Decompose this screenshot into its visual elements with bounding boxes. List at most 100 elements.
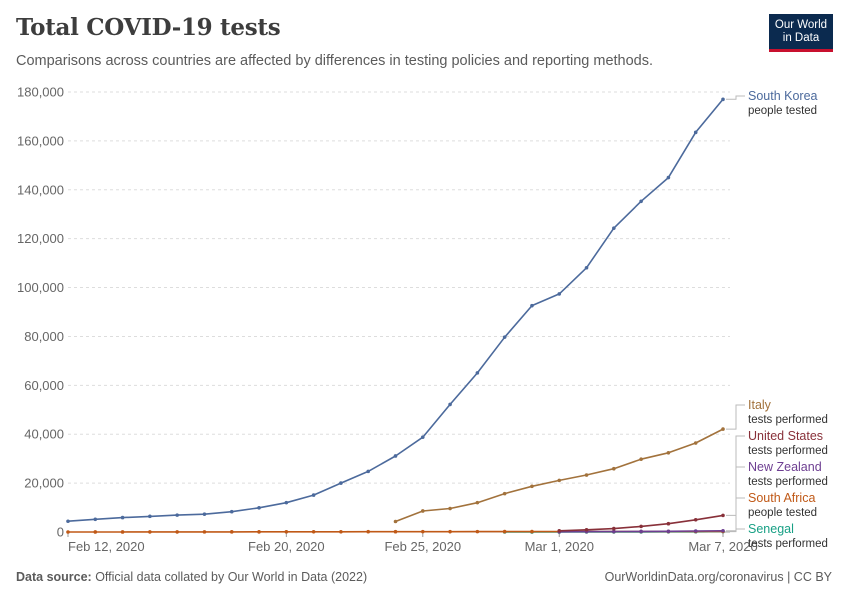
data-point-new-zealand <box>693 529 698 533</box>
series-label-metric: people tested <box>748 105 817 117</box>
data-point-south-africa <box>475 529 480 534</box>
data-point-united-states <box>584 528 589 532</box>
data-point-south-korea <box>229 509 234 514</box>
y-tick-label: 40,000 <box>24 427 64 442</box>
y-tick-label: 140,000 <box>17 182 64 197</box>
data-point-united-states <box>639 524 643 529</box>
data-point-south-korea <box>66 519 70 524</box>
data-point-south-korea <box>339 481 343 485</box>
data-point-south-africa <box>420 529 425 534</box>
series-label-metric: tests performed <box>748 414 828 426</box>
data-point-italy <box>502 491 507 496</box>
y-tick-label: 80,000 <box>24 329 64 344</box>
y-tick-label: 20,000 <box>24 476 64 491</box>
series-label-metric: tests performed <box>748 538 828 550</box>
data-point-italy <box>448 506 452 511</box>
y-tick-label: 160,000 <box>17 133 64 148</box>
y-tick-label: 180,000 <box>17 85 64 100</box>
series-label-name: New Zealand <box>748 460 822 474</box>
data-point-south-africa <box>257 530 261 534</box>
data-point-new-zealand <box>612 529 616 534</box>
data-point-south-korea <box>202 512 207 516</box>
series-line-united-states <box>559 514 724 532</box>
label-connector <box>726 95 745 100</box>
data-point-south-africa <box>202 530 207 534</box>
data-point-united-states <box>721 513 725 518</box>
data-point-south-korea <box>284 500 289 505</box>
data-point-italy <box>612 466 616 471</box>
series-label-name: Italy <box>748 398 772 412</box>
y-tick-label: 0 <box>57 525 64 540</box>
data-point-south-korea <box>393 454 398 458</box>
series-label-metric: tests performed <box>748 445 828 457</box>
x-tick-label: Feb 20, 2020 <box>248 539 325 554</box>
data-point-south-korea <box>311 493 316 497</box>
data-point-south-korea <box>420 435 425 439</box>
data-point-south-africa <box>311 529 316 534</box>
data-point-italy <box>420 509 425 513</box>
data-point-united-states <box>612 526 616 531</box>
data-point-south-korea <box>93 517 98 522</box>
data-point-new-zealand <box>666 529 671 534</box>
data-point-south-korea <box>530 303 534 308</box>
x-tick-label: Mar 7, 2020 <box>688 539 757 554</box>
data-point-south-africa <box>66 530 70 534</box>
data-point-italy <box>557 478 562 483</box>
data-point-south-africa <box>93 530 98 534</box>
chart-title: Total COVID-19 tests <box>16 14 281 41</box>
data-source: Data source: Official data collated by O… <box>16 570 367 584</box>
x-tick-label: Feb 12, 2020 <box>68 539 145 554</box>
y-tick-label: 100,000 <box>17 280 64 295</box>
logo-line-1: Our World <box>774 19 828 31</box>
series-label-metric: people tested <box>748 507 817 519</box>
data-point-south-korea <box>639 199 643 204</box>
data-point-south-korea <box>693 130 698 135</box>
x-tick-label: Mar 1, 2020 <box>525 539 594 554</box>
series-label-name: South Korea <box>748 89 818 103</box>
series-line-italy <box>395 428 724 523</box>
data-point-united-states <box>666 521 671 526</box>
data-point-new-zealand <box>639 529 643 534</box>
label-connector <box>726 528 745 533</box>
series-line-south-korea <box>67 98 724 522</box>
data-point-south-korea <box>257 506 261 510</box>
y-tick-label: 60,000 <box>24 378 64 393</box>
data-point-italy <box>475 500 480 505</box>
data-point-south-africa <box>175 530 179 534</box>
chart-subtitle: Comparisons across countries are affecte… <box>16 53 654 69</box>
data-point-south-africa <box>148 530 152 534</box>
data-point-south-korea <box>666 175 671 180</box>
logo-line-2: in Data <box>782 32 820 44</box>
label-connector <box>726 497 745 532</box>
data-point-south-korea <box>475 371 480 375</box>
data-point-italy <box>721 427 725 431</box>
data-point-south-africa <box>393 529 398 534</box>
data-point-south-korea <box>502 335 507 339</box>
series-label-metric: tests performed <box>748 476 828 488</box>
data-point-south-korea <box>175 513 179 517</box>
data-point-south-korea <box>612 226 616 230</box>
data-point-italy <box>639 457 643 461</box>
data-point-south-korea <box>120 515 125 520</box>
data-point-italy <box>584 473 589 477</box>
series-label-name: Senegal <box>748 522 794 536</box>
data-source-label: Data source: <box>16 570 92 584</box>
data-point-united-states <box>693 517 698 522</box>
data-point-italy <box>530 484 534 489</box>
data-point-south-korea <box>148 514 152 519</box>
y-tick-label: 120,000 <box>17 231 64 246</box>
data-point-italy <box>393 519 398 524</box>
source-link[interactable]: OurWorldinData.org/coronavirus | CC BY <box>604 570 832 584</box>
data-point-italy <box>693 441 698 445</box>
x-tick-label: Feb 25, 2020 <box>384 539 461 554</box>
label-connector <box>726 404 745 430</box>
data-point-south-korea <box>448 402 452 407</box>
data-point-south-africa <box>120 530 125 534</box>
data-source-text: Official data collated by Our World in D… <box>91 570 368 584</box>
data-point-south-africa <box>502 529 507 534</box>
series-label-name: South Africa <box>748 491 815 505</box>
data-point-south-korea <box>721 97 725 102</box>
owid-logo[interactable]: Our World in Data <box>769 14 833 52</box>
data-point-south-africa <box>448 529 452 534</box>
